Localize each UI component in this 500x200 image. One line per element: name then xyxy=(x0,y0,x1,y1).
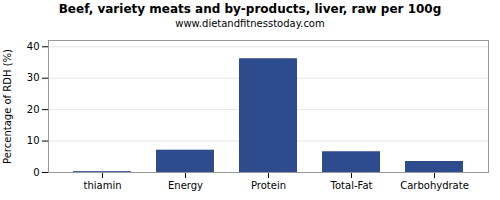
svg-text:30: 30 xyxy=(27,72,40,83)
html-text:www.dietandfitnesstoday.com: www.dietandfitnesstoday.com xyxy=(175,18,325,29)
svg-text:Carbohydrate: Carbohydrate xyxy=(400,180,469,191)
svg-text:Energy: Energy xyxy=(168,180,203,191)
svg-text:0: 0 xyxy=(33,167,39,178)
html-text:Beef, variety meats and by-pro: Beef, variety meats and by-products, liv… xyxy=(58,2,442,16)
svg-text:20: 20 xyxy=(27,104,40,115)
svg-text:thiamin: thiamin xyxy=(83,180,121,191)
svg-text:Protein: Protein xyxy=(251,180,286,191)
svg-text:40: 40 xyxy=(27,41,40,52)
svg-text:Percentage of RDH (%): Percentage of RDH (%) xyxy=(2,49,13,164)
svg-text:Total-Fat: Total-Fat xyxy=(330,180,373,191)
svg-text:10: 10 xyxy=(27,135,40,146)
